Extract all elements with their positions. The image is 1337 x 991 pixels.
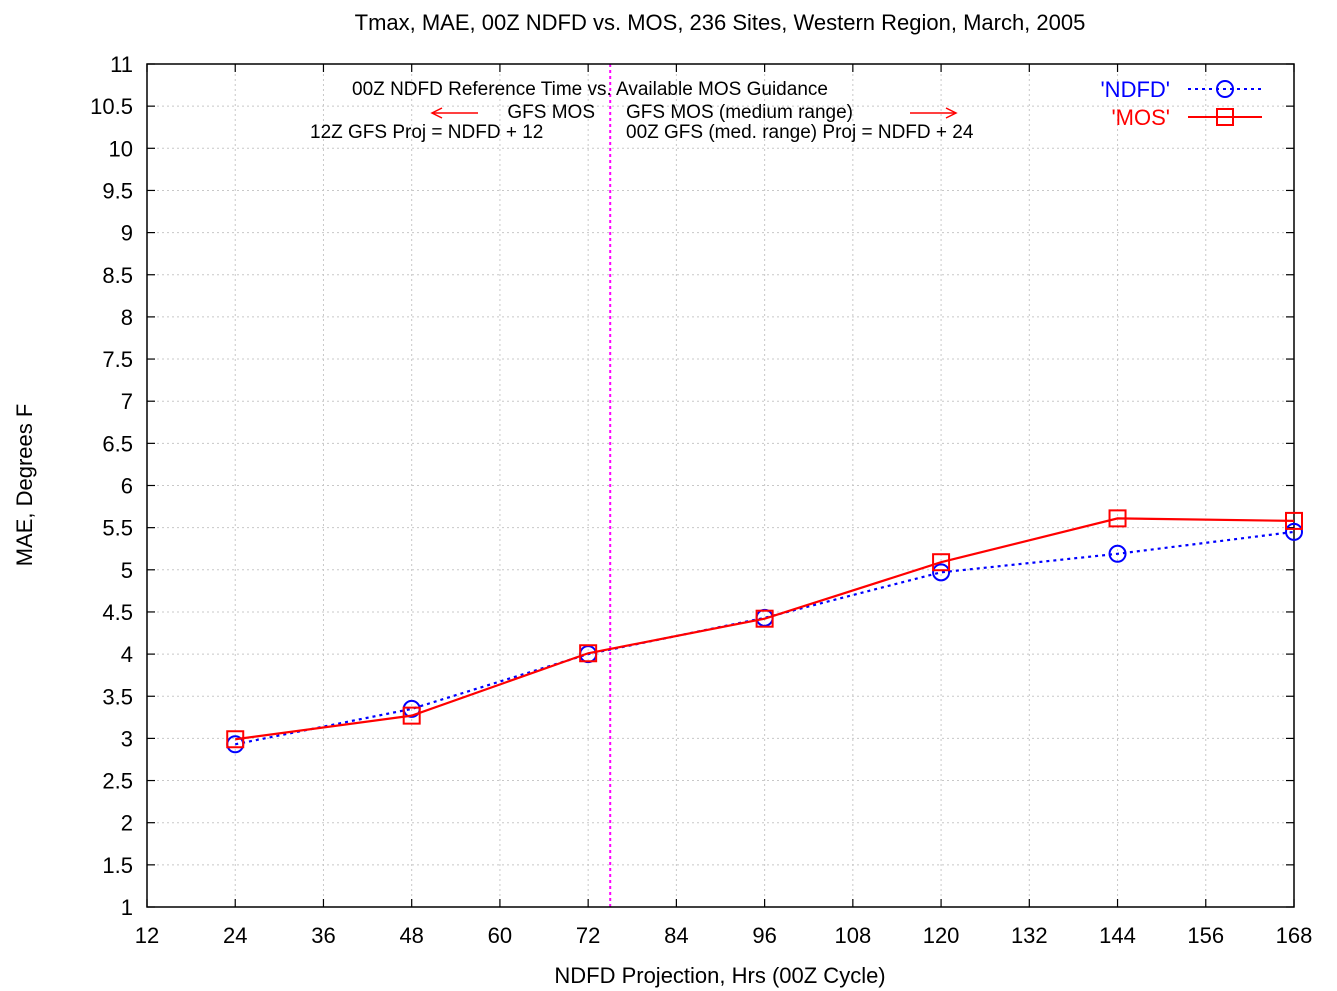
ticks: 12 24 36 48 60 72 84 96 108 120 132 144 156 16811.522… [90,52,1312,948]
y-tick-label: 10 [109,136,133,161]
x-tick-label: 132 [1011,923,1048,948]
x-tick-label: 156 [1187,923,1224,948]
y-tick-label: 10.5 [90,94,133,119]
y-axis-label: MAE, Degrees F [12,404,37,567]
annotation-right-projection: 00Z GFS (med. range) Proj = NDFD + 24 [626,122,974,143]
y-tick-label: 6.5 [102,431,133,456]
grid [147,64,1294,907]
x-tick-label: 24 [223,923,247,948]
x-tick-label: 12 [135,923,159,948]
data-point-ndfd [1285,522,1303,541]
x-tick-label: 168 [1276,923,1313,948]
legend-marker-ndfd [1216,80,1234,98]
y-tick-label: 9 [121,221,133,246]
x-tick-label: 108 [834,923,871,948]
y-tick-label: 8.5 [102,263,133,288]
x-tick-label: 60 [488,923,512,948]
legend-marker-mos [1216,108,1234,126]
data-point-mos [579,644,598,663]
data-point-ndfd [932,563,951,582]
data-point-mos [402,706,421,725]
legend-label-mos: 'MOS' [1111,105,1170,130]
x-tick-label: 48 [399,923,423,948]
y-tick-label: 4.5 [102,600,133,625]
left-arrow-icon [430,107,478,119]
legend-label-ndfd: 'NDFD' [1100,77,1170,102]
y-tick-label: 5 [121,558,133,583]
chart-title: Tmax, MAE, 00Z NDFD vs. MOS, 236 Sites, … [355,10,1086,35]
plot-frame [146,63,1295,908]
y-tick-label: 2 [121,811,133,836]
y-tick-label: 1 [121,895,133,920]
y-tick-label: 1.5 [102,853,133,878]
y-tick-label: 4 [121,642,133,667]
x-axis-label: NDFD Projection, Hrs (00Z Cycle) [554,963,885,988]
annotation-reference-time: 00Z NDFD Reference Time vs. Available MO… [352,79,828,100]
legend: 'NDFD' 'MOS' [1100,77,1262,130]
y-tick-label: 7 [121,389,133,414]
x-tick-label: 120 [923,923,960,948]
y-tick-label: 2.5 [102,769,133,794]
y-tick-label: 3.5 [102,684,133,709]
series-line-ndfd [235,530,1295,746]
y-tick-label: 11 [110,52,133,77]
annotation-gfs-mos-medium: GFS MOS (medium range) [626,102,853,123]
x-tick-label: 84 [664,923,688,948]
y-tick-label: 7.5 [102,347,133,372]
data-point-mos [1285,511,1303,530]
x-tick-label: 36 [311,923,335,948]
data-point-mos [755,609,774,628]
y-tick-label: 3 [121,726,133,751]
data-point-mos [932,553,951,572]
x-tick-label: 144 [1099,923,1136,948]
x-tick-label: 72 [576,923,600,948]
y-tick-label: 8 [121,305,133,330]
series-layer [226,509,1303,754]
annotation-gfs-mos: GFS MOS [507,102,595,123]
y-tick-label: 5.5 [102,516,133,541]
right-arrow-icon [910,107,958,119]
y-tick-label: 6 [121,474,133,499]
series-line-mos [235,517,1295,741]
x-tick-label: 96 [752,923,776,948]
data-point-mos [1108,509,1127,528]
annotation-left-projection: 12Z GFS Proj = NDFD + 12 [310,122,543,143]
data-point-ndfd [1108,544,1127,563]
y-tick-label: 9.5 [102,178,133,203]
data-point-mos [226,730,245,749]
